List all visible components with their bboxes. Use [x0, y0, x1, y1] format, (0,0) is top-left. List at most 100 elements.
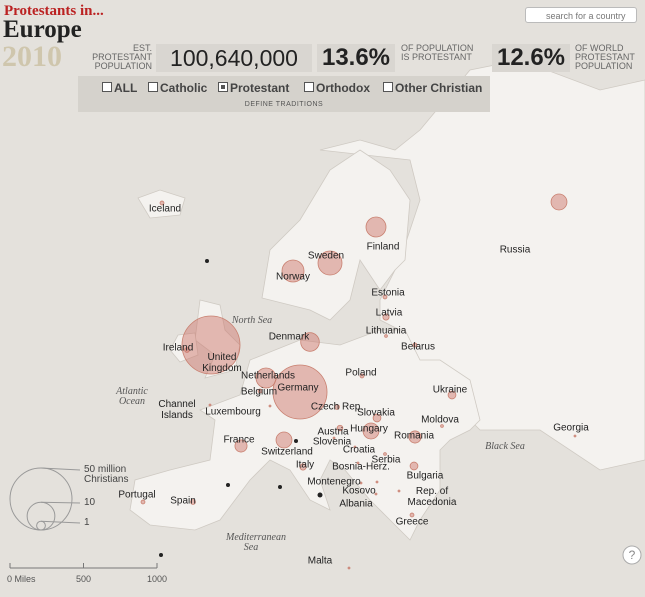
country-label[interactable]: Austria: [317, 426, 349, 438]
country-label[interactable]: Poland: [345, 367, 377, 379]
country-label[interactable]: Lithuania: [365, 325, 407, 337]
help-icon[interactable]: ?: [629, 548, 636, 562]
checkbox[interactable]: [383, 82, 393, 92]
filter-option[interactable]: Protestant: [218, 81, 289, 95]
filter-option[interactable]: ALL: [102, 81, 137, 95]
great-britain: [194, 299, 241, 379]
search-box[interactable]: search for a country: [525, 7, 637, 23]
country-label[interactable]: Kosovo: [342, 485, 376, 497]
scale-label: 0 Miles: [7, 574, 36, 584]
country-label[interactable]: Russia: [499, 244, 531, 256]
country-label[interactable]: Iceland: [148, 203, 182, 215]
country-bubble: [208, 403, 212, 407]
country-label[interactable]: Norway: [276, 271, 310, 283]
country-label[interactable]: Netherlands: [241, 370, 295, 382]
country-label[interactable]: Ukraine: [432, 384, 468, 396]
country-label[interactable]: Belgium: [240, 386, 278, 398]
legend-leader: [40, 520, 81, 524]
country-label[interactable]: Malta: [307, 555, 333, 567]
country-label[interactable]: Slovakia: [357, 407, 395, 419]
pct-world-label: OF WORLD PROTESTANT POPULATION: [575, 43, 635, 71]
country-label[interactable]: Hungary: [350, 423, 388, 435]
country-label[interactable]: Slovenia: [312, 436, 352, 448]
country-bubble: [353, 445, 357, 449]
country-bubble: [447, 390, 457, 400]
country-label[interactable]: Serbia: [371, 454, 401, 466]
country-label[interactable]: Belarus: [401, 341, 435, 353]
pct-population-label: OF POPULATION IS PROTESTANT: [401, 43, 474, 62]
country-label[interactable]: Rep. of Macedonia: [407, 486, 457, 508]
checkbox[interactable]: [148, 82, 158, 92]
filter-option[interactable]: Catholic: [148, 81, 207, 95]
country-bubble: [268, 404, 272, 408]
size-legend: [9, 467, 81, 531]
define-link[interactable]: DEFINE TRADITIONS: [244, 101, 324, 108]
filter-label[interactable]: Catholic: [160, 81, 208, 95]
country-label[interactable]: Luxembourg: [205, 406, 261, 418]
country-label[interactable]: Moldova: [421, 414, 459, 426]
checkbox[interactable]: [102, 82, 112, 92]
filter-option[interactable]: Orthodox: [304, 81, 370, 95]
country-label[interactable]: United Kingdom: [202, 352, 242, 374]
country-label[interactable]: Latvia: [375, 307, 403, 319]
ireland-land: [169, 332, 199, 363]
country-bubble: [356, 461, 360, 465]
country-label[interactable]: Denmark: [268, 331, 310, 343]
capital-dots: [159, 259, 323, 557]
country-label[interactable]: Switzerland: [261, 446, 313, 458]
country-bubble: [397, 489, 401, 493]
country-label[interactable]: Sweden: [307, 250, 345, 262]
filter-bar: DEFINE TRADITIONS ALL Catholic Protestant O…: [78, 76, 490, 112]
country-label[interactable]: Romania: [393, 430, 435, 442]
country-label[interactable]: Ireland: [162, 342, 194, 354]
country-bubble: [255, 367, 277, 389]
country-label[interactable]: Bosnia-Herz.: [332, 461, 390, 473]
country-label[interactable]: Albania: [339, 498, 373, 510]
country-bubble: [365, 216, 387, 238]
filter-label[interactable]: Protestant: [230, 81, 290, 95]
country-label[interactable]: Channel Islands: [158, 399, 196, 421]
country-label[interactable]: Montenegro: [307, 476, 361, 488]
country-bubble: [362, 422, 380, 440]
checkbox[interactable]: [218, 82, 228, 92]
filter-option[interactable]: Other Christian: [383, 81, 482, 95]
help-button[interactable]: [622, 545, 642, 565]
country-label[interactable]: Finland: [366, 241, 400, 253]
country-bubble: [332, 436, 336, 440]
legend-label: 10: [84, 497, 96, 508]
country-label[interactable]: France: [223, 434, 255, 446]
country-bubble: [374, 492, 378, 496]
year[interactable]: 2010: [2, 40, 62, 73]
country-bubble: [347, 566, 351, 570]
checkbox[interactable]: [304, 82, 314, 92]
filter-label[interactable]: ALL: [114, 81, 138, 95]
legend-circle: [9, 467, 73, 531]
country-label[interactable]: Czech Rep.: [310, 401, 364, 413]
country-label[interactable]: Georgia: [553, 422, 589, 434]
country-label[interactable]: Spain: [170, 495, 196, 507]
country-bubble: [359, 373, 365, 379]
legend-label: 1: [84, 517, 90, 528]
legend-circle: [36, 520, 46, 531]
population-box: 100,640,000: [156, 44, 312, 72]
country-label[interactable]: Germany: [277, 382, 319, 394]
country-bubble: [383, 452, 387, 456]
country-bubble: [272, 364, 328, 420]
country-label[interactable]: Greece: [395, 516, 429, 528]
region-title: Europe: [3, 16, 82, 43]
filter-label[interactable]: Orthodox: [316, 81, 370, 95]
country-label[interactable]: Estonia: [371, 287, 405, 299]
country-bubble: [359, 481, 363, 485]
country-bubble: [372, 413, 382, 423]
country-bubble: [234, 439, 248, 453]
sea-label: North Sea: [231, 315, 273, 326]
country-label[interactable]: Portugal: [118, 489, 156, 501]
country-bubble: [440, 424, 444, 428]
country-label[interactable]: Italy: [295, 459, 315, 471]
country-label[interactable]: Croatia: [342, 444, 376, 456]
country-bubble: [159, 200, 165, 206]
filter-label[interactable]: Other Christian: [395, 81, 483, 95]
country-label[interactable]: Bulgaria: [406, 470, 444, 482]
